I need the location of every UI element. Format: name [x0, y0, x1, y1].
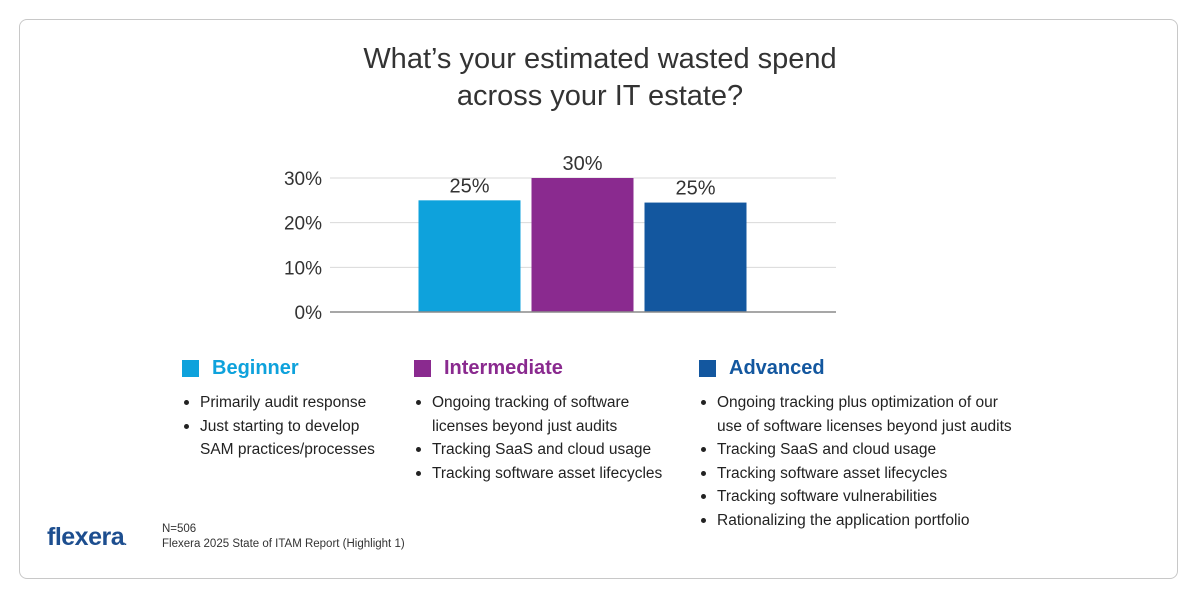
legend-label-advanced: Advanced: [729, 356, 825, 379]
bullet-text: Tracking software vulnerabilities: [717, 488, 937, 505]
bullet-text: Ongoing tracking of software: [432, 394, 630, 411]
legend-swatch-beginner: [182, 359, 199, 377]
legend-advanced: Advanced Ongoing tracking plus optimizat…: [699, 354, 1012, 532]
legend-swatch-advanced: [699, 359, 716, 377]
bullet-text: Tracking software asset lifecycles: [432, 464, 663, 482]
bullet-item: Tracking software asset lifecycles: [414, 462, 662, 486]
bullet-text: licenses beyond just audits: [432, 417, 618, 435]
chart-title-line-1: What’s your estimated wasted spend: [363, 43, 837, 75]
bullet-item: Rationalizing the application portfolio: [699, 509, 1012, 533]
bullet-text: Rationalizing the application portfolio: [717, 511, 970, 529]
logo-text: flexera: [47, 523, 125, 551]
bar-advanced: [644, 202, 747, 312]
bar-intermediate: [531, 178, 634, 312]
source-citation: Flexera 2025 State of ITAM Report (Highl…: [162, 538, 405, 550]
bullet-item: Tracking SaaS and cloud usage: [414, 438, 662, 462]
legend-intermediate: Intermediate Ongoing tracking of softwar…: [414, 354, 662, 485]
bullet-item: Just starting to develop SAM practices/pr…: [182, 415, 375, 462]
y-tick-label: 30%: [284, 169, 322, 190]
bullet-item: Tracking software asset lifecycles: [699, 462, 1012, 486]
bullet-item: Tracking software vulnerabilities: [699, 485, 1012, 509]
chart-title-line-2: across your IT estate?: [456, 80, 744, 112]
bullet-text: Tracking SaaS and cloud usage: [717, 441, 937, 458]
bullet-text: Tracking SaaS and cloud usage: [432, 441, 652, 458]
flexera-logo: flexera.: [47, 523, 127, 552]
legend-bullets-beginner: Primarily audit response Just starting t…: [182, 391, 375, 462]
logo-mark: .: [124, 537, 127, 548]
bar-chart: 0% 10% 20% 30% 25% 30% 25%: [284, 153, 836, 324]
bullet-text: Ongoing tracking plus optimization of ou…: [717, 394, 998, 411]
data-label: 30%: [562, 153, 602, 175]
bullet-item: Tracking SaaS and cloud usage: [699, 438, 1012, 462]
legend-label-intermediate: Intermediate: [444, 356, 563, 379]
bar-beginner: [418, 200, 521, 312]
y-tick-label: 10%: [284, 258, 322, 279]
legend-bullets-advanced: Ongoing tracking plus optimization of ou…: [699, 391, 1012, 532]
bullet-text: Just starting to develop: [200, 417, 360, 435]
chart-title: What’s your estimated wasted spend acros…: [0, 41, 1200, 115]
y-tick-label: 0%: [295, 303, 323, 324]
legend-label-beginner: Beginner: [212, 356, 299, 379]
bullet-text: Tracking software asset lifecycles: [717, 464, 948, 482]
footnote: N=506 Flexera 2025 State of ITAM Report …: [162, 522, 405, 552]
y-tick-label: 20%: [284, 214, 322, 235]
legend-beginner: Beginner Primarily audit response Just s…: [182, 354, 375, 462]
bullet-text: use of software licenses beyond just aud…: [717, 417, 1012, 435]
bullet-item: Primarily audit response: [182, 391, 375, 415]
bullet-text: SAM practices/processes: [200, 441, 375, 458]
data-label: 25%: [449, 175, 489, 197]
bullet-item: Ongoing tracking plus optimization of ou…: [699, 391, 1012, 438]
legend-swatch-intermediate: [414, 359, 431, 377]
bullet-text: Primarily audit response: [200, 394, 367, 411]
data-label: 25%: [675, 178, 715, 200]
bullet-item: Ongoing tracking of software licenses bey…: [414, 391, 662, 438]
sample-size: N=506: [162, 523, 197, 535]
legend-bullets-intermediate: Ongoing tracking of software licenses bey…: [414, 391, 662, 485]
